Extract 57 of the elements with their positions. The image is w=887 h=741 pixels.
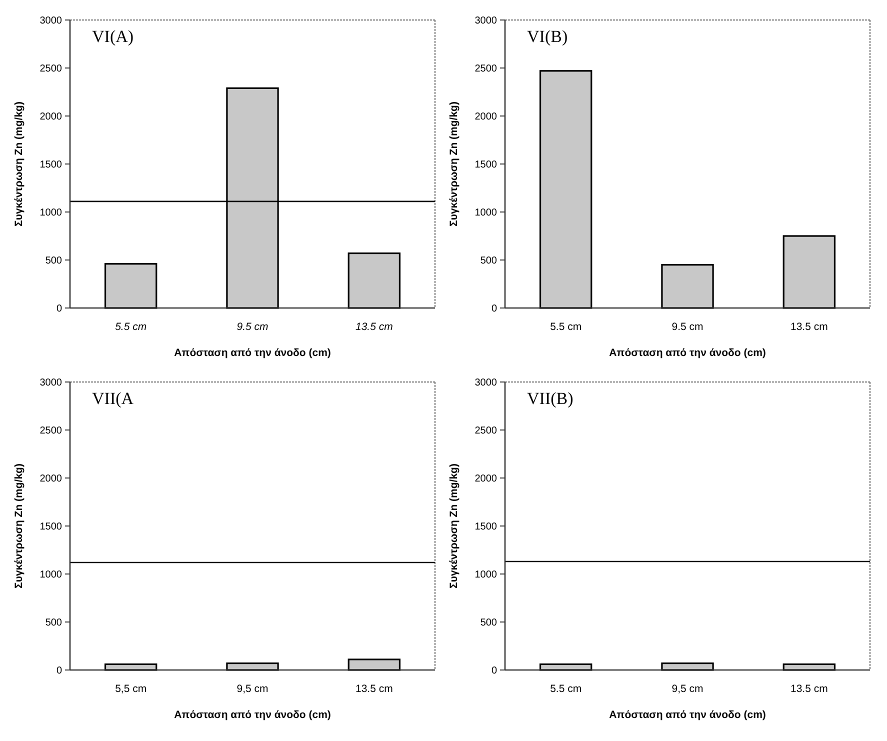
bar <box>539 70 592 309</box>
x-axis-title: Απόσταση από την άνοδο (cm) <box>174 347 331 359</box>
y-tick-label: 1500 <box>474 522 498 532</box>
y-tick-label: 2000 <box>474 112 498 122</box>
y-tick-label: 2000 <box>40 474 62 484</box>
y-axis-title: Συγκέντρωση Zn (mg/kg) <box>448 464 460 588</box>
x-tick-label: 13.5 cm <box>790 321 828 333</box>
y-tick-label: 1500 <box>474 160 498 170</box>
x-tick-label: 9,5 cm <box>236 683 269 695</box>
y-tick-label: 1000 <box>40 570 62 580</box>
y-tick-label: 2000 <box>40 112 62 122</box>
y-tick-label: 1500 <box>40 160 62 170</box>
bar <box>348 252 401 309</box>
chart-title: VII(A <box>92 389 134 408</box>
y-tick-label: 0 <box>56 304 62 314</box>
y-tick-label: 3000 <box>474 16 498 26</box>
x-tick-label: 13.5 cm <box>355 321 394 333</box>
y-tick-label: 500 <box>45 618 62 628</box>
y-tick-label: 500 <box>480 618 498 628</box>
bar <box>661 264 714 309</box>
x-axis-title: Απόσταση από την άνοδο (cm) <box>174 709 331 721</box>
y-axis-title: Συγκέντρωση Zn (mg/kg) <box>448 102 460 226</box>
x-tick-label: 9.5 cm <box>672 321 704 333</box>
y-tick-label: 1000 <box>474 208 498 218</box>
x-tick-label: 9.5 cm <box>236 321 269 333</box>
y-tick-label: 2500 <box>40 64 62 74</box>
y-tick-label: 2500 <box>474 426 498 436</box>
chart-title: VI(B) <box>527 27 568 46</box>
bar <box>782 235 836 309</box>
bar <box>104 263 158 309</box>
y-tick-label: 1000 <box>474 570 498 580</box>
y-axis-title: Συγκέντρωση Zn (mg/kg) <box>13 102 25 226</box>
y-tick-label: 2000 <box>474 474 498 484</box>
x-tick-label: 9,5 cm <box>672 683 704 695</box>
y-axis-title: Συγκέντρωση Zn (mg/kg) <box>13 464 25 588</box>
y-tick-label: 500 <box>480 256 498 266</box>
y-tick-label: 1000 <box>40 208 62 218</box>
x-axis-title: Απόσταση από την άνοδο (cm) <box>609 709 766 721</box>
x-axis-title: Απόσταση από την άνοδο (cm) <box>609 347 766 359</box>
y-tick-label: 0 <box>491 666 498 676</box>
x-tick-label: 5,5 cm <box>115 683 147 695</box>
y-tick-label: 500 <box>45 256 62 266</box>
y-tick-label: 3000 <box>474 378 498 388</box>
chart-title: VI(A) <box>92 27 134 46</box>
y-tick-label: 0 <box>56 666 62 676</box>
x-tick-label: 5.5 cm <box>550 321 582 333</box>
chart-title: VII(B) <box>527 389 574 408</box>
y-tick-label: 2500 <box>474 64 498 74</box>
y-tick-label: 3000 <box>40 378 62 388</box>
x-tick-label: 13.5 cm <box>790 683 828 695</box>
x-tick-label: 13.5 cm <box>355 683 394 695</box>
x-tick-label: 5.5 cm <box>550 683 582 695</box>
y-tick-label: 1500 <box>40 522 62 532</box>
y-tick-label: 3000 <box>40 16 62 26</box>
y-tick-label: 0 <box>491 304 498 314</box>
x-tick-label: 5.5 cm <box>115 321 147 333</box>
y-tick-label: 2500 <box>40 426 62 436</box>
